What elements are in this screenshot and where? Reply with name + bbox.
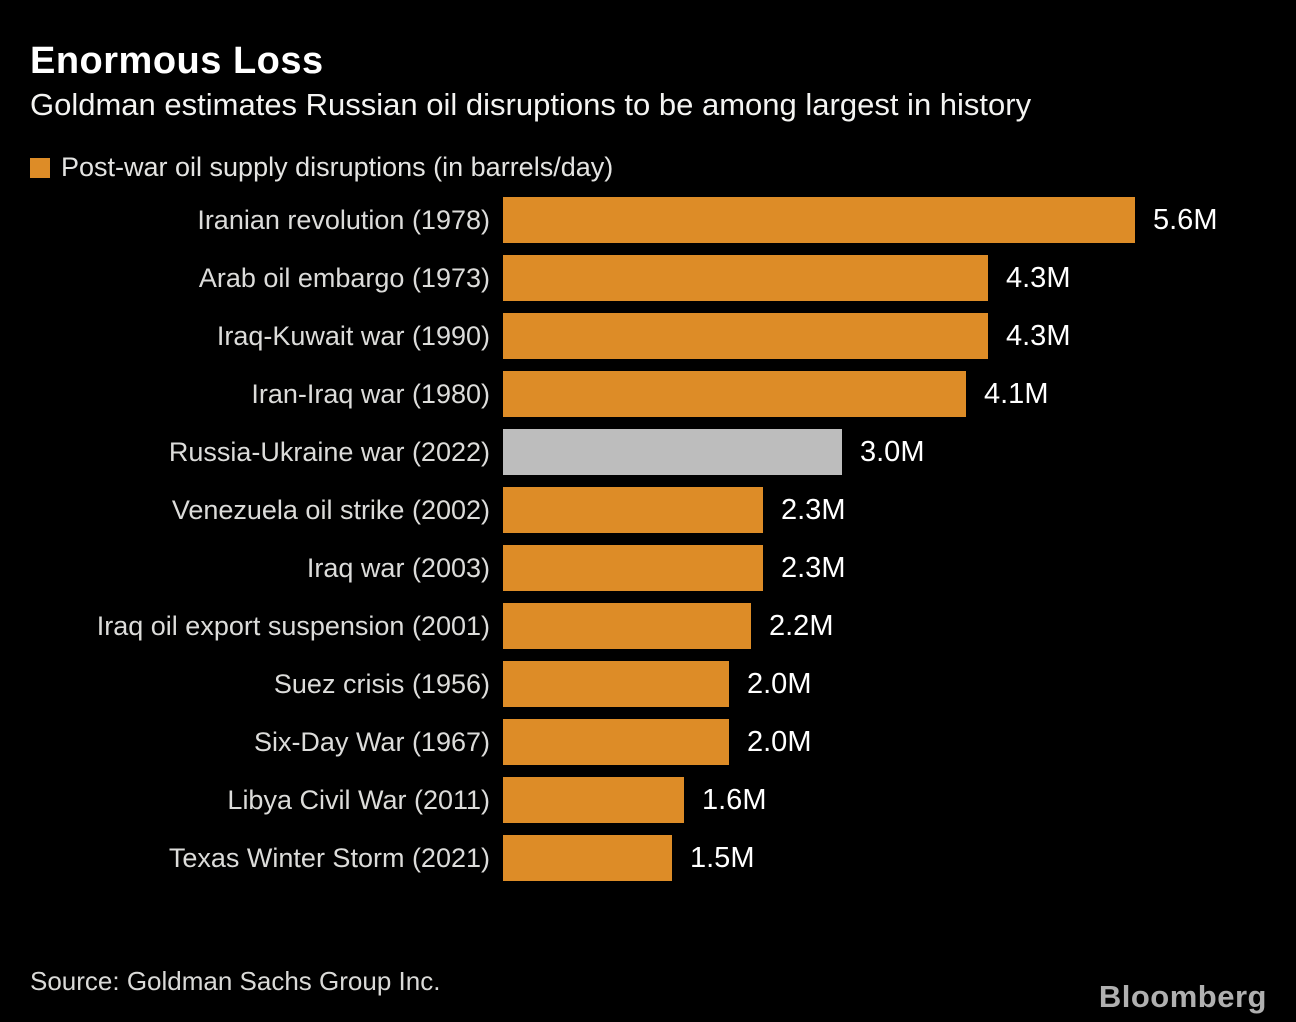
bloomberg-logo: Bloomberg bbox=[1098, 979, 1267, 1014]
bar-category-label: Russia-Ukraine war (2022) bbox=[168, 436, 490, 467]
source-attribution: Source: Goldman Sachs Group Inc. bbox=[30, 966, 441, 996]
legend-swatch-icon bbox=[30, 157, 50, 178]
bar bbox=[503, 545, 763, 591]
chart-row: Iran-Iraq war (1980) 4.1M bbox=[30, 371, 1266, 417]
bar-chart: Iranian revolution (1978) 5.6M Arab oil em… bbox=[30, 197, 1266, 881]
bar bbox=[503, 719, 729, 765]
bar-highlighted bbox=[503, 429, 842, 475]
bar-category-label: Texas Winter Storm (2021) bbox=[168, 842, 490, 873]
bar-category-label: Venezuela oil strike (2002) bbox=[171, 494, 490, 525]
chart-legend: Post-war oil supply disruptions (in barr… bbox=[30, 152, 613, 183]
chart-row: Russia-Ukraine war (2022) 3.0M bbox=[30, 429, 1266, 475]
bar-category-label: Arab oil embargo (1973) bbox=[198, 262, 490, 293]
bar bbox=[503, 487, 763, 533]
bar-value-label: 2.2M bbox=[769, 609, 834, 642]
bar bbox=[503, 661, 729, 707]
chart-row: Arab oil embargo (1973) 4.3M bbox=[30, 255, 1266, 301]
bar bbox=[503, 371, 966, 417]
bar-value-label: 1.6M bbox=[702, 783, 767, 816]
chart-row: Six-Day War (1967) 2.0M bbox=[30, 719, 1266, 765]
chart-row: Suez crisis (1956) 2.0M bbox=[30, 661, 1266, 707]
chart-row: Libya Civil War (2011) 1.6M bbox=[30, 777, 1266, 823]
bar-category-label: Iraq war (2003) bbox=[306, 552, 490, 583]
bar bbox=[503, 835, 672, 881]
bar bbox=[503, 777, 684, 823]
bar-value-label: 1.5M bbox=[690, 841, 755, 874]
bar-category-label: Iraq oil export suspension (2001) bbox=[96, 610, 490, 641]
chart-row: Iraq war (2003) 2.3M bbox=[30, 545, 1266, 591]
bar-category-label: Libya Civil War (2011) bbox=[227, 784, 490, 815]
bar-value-label: 4.3M bbox=[1006, 319, 1071, 352]
bar bbox=[503, 313, 988, 359]
bar-value-label: 2.0M bbox=[747, 725, 812, 758]
chart-row: Venezuela oil strike (2002) 2.3M bbox=[30, 487, 1266, 533]
bar-value-label: 4.3M bbox=[1006, 261, 1071, 294]
bar-category-label: Iranian revolution (1978) bbox=[197, 204, 490, 235]
bar-value-label: 2.3M bbox=[781, 493, 846, 526]
bar bbox=[503, 197, 1135, 243]
bar-category-label: Iraq-Kuwait war (1990) bbox=[216, 320, 490, 351]
bar bbox=[503, 603, 751, 649]
bar-category-label: Suez crisis (1956) bbox=[273, 668, 490, 699]
chart-row: Iraq-Kuwait war (1990) 4.3M bbox=[30, 313, 1266, 359]
bar-category-label: Six-Day War (1967) bbox=[253, 726, 490, 757]
bar-value-label: 2.3M bbox=[781, 551, 846, 584]
bar-value-label: 2.0M bbox=[747, 667, 812, 700]
page-title: Enormous Loss bbox=[30, 40, 324, 82]
page-subtitle: Goldman estimates Russian oil disruption… bbox=[30, 87, 1032, 122]
chart-row: Iraq oil export suspension (2001) 2.2M bbox=[30, 603, 1266, 649]
bar bbox=[503, 255, 988, 301]
bar-value-label: 5.6M bbox=[1153, 203, 1218, 236]
chart-row: Iranian revolution (1978) 5.6M bbox=[30, 197, 1266, 243]
legend-label: Post-war oil supply disruptions (in barr… bbox=[61, 152, 614, 182]
chart-row: Texas Winter Storm (2021) 1.5M bbox=[30, 835, 1266, 881]
bar-category-label: Iran-Iraq war (1980) bbox=[251, 378, 490, 409]
bar-value-label: 4.1M bbox=[984, 377, 1049, 410]
bar-value-label: 3.0M bbox=[860, 435, 925, 468]
